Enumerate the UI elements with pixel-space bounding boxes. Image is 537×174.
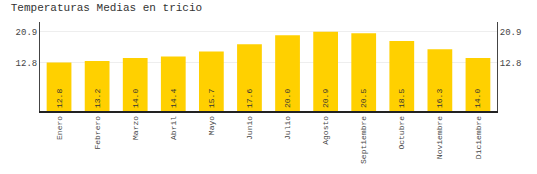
svg-text:Junio: Junio	[245, 116, 254, 140]
svg-text:Agosto: Agosto	[321, 116, 330, 145]
svg-text:Octubre: Octubre	[397, 116, 406, 150]
svg-text:16.3: 16.3	[435, 89, 444, 108]
svg-text:20.5: 20.5	[359, 89, 368, 108]
svg-text:Febrero: Febrero	[93, 116, 102, 150]
svg-text:14.0: 14.0	[131, 89, 140, 108]
svg-text:14.0: 14.0	[473, 89, 482, 108]
svg-text:13.2: 13.2	[93, 89, 102, 108]
svg-text:20.9: 20.9	[16, 28, 38, 38]
svg-text:Abril: Abril	[169, 116, 178, 140]
svg-text:18.5: 18.5	[397, 89, 406, 108]
svg-text:Temperaturas Medias en tricio: Temperaturas Medias en tricio	[11, 2, 202, 14]
svg-text:Diciembre: Diciembre	[474, 116, 483, 159]
svg-text:12.8: 12.8	[500, 59, 522, 69]
svg-text:17.6: 17.6	[245, 89, 254, 108]
svg-text:20.0: 20.0	[283, 89, 292, 108]
svg-text:14.4: 14.4	[169, 89, 178, 108]
svg-text:Julio: Julio	[283, 116, 292, 140]
svg-text:Enero: Enero	[55, 116, 64, 140]
svg-text:Noviembre: Noviembre	[435, 116, 444, 159]
svg-text:Septiembre: Septiembre	[359, 116, 368, 164]
svg-text:Mayo: Mayo	[207, 116, 216, 135]
svg-text:Marzo: Marzo	[131, 116, 140, 140]
svg-text:20.9: 20.9	[321, 89, 330, 108]
svg-text:20.9: 20.9	[500, 28, 522, 38]
svg-text:12.8: 12.8	[16, 59, 38, 69]
svg-text:12.8: 12.8	[55, 89, 64, 108]
svg-text:15.7: 15.7	[207, 89, 216, 108]
